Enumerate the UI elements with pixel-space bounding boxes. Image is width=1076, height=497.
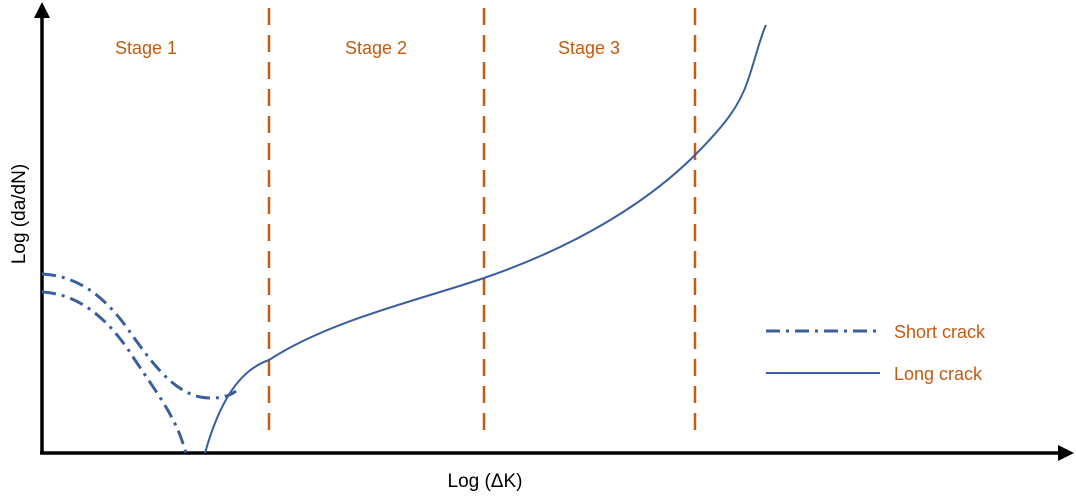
long-crack-curve [204, 24, 767, 454]
y-axis-arrow-icon [34, 2, 50, 18]
stage-label-3: Stage 3 [558, 38, 620, 58]
stage-label-1: Stage 1 [115, 38, 177, 58]
short-crack-curve-lower [41, 290, 188, 454]
legend-short-crack-label: Short crack [894, 322, 986, 342]
stage-dividers [267, 8, 697, 436]
stage-labels: Stage 1 Stage 2 Stage 3 [115, 38, 620, 58]
legend: Short crack Long crack [766, 322, 986, 384]
y-axis-label: Log (da/dN) [9, 164, 30, 264]
stage-label-2: Stage 2 [345, 38, 407, 58]
x-axis-arrow-icon [1058, 445, 1074, 461]
x-axis-label: Log (ΔK) [448, 471, 523, 492]
legend-long-crack-label: Long crack [894, 364, 983, 384]
short-crack-curve-upper [41, 272, 237, 400]
axes [34, 2, 1074, 461]
